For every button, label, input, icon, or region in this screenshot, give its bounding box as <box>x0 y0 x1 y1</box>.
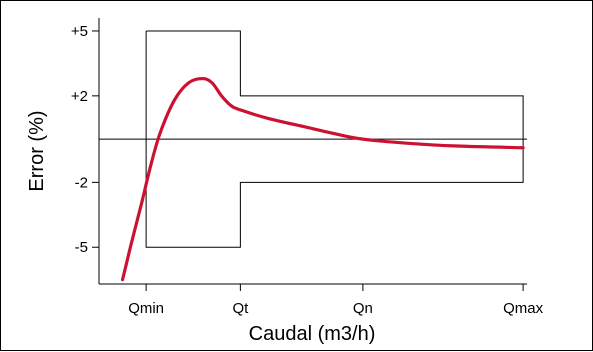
x-axis-title: Caudal (m3/h) <box>249 323 376 345</box>
x-tick-label: Qmin <box>128 300 164 317</box>
y-tick-label: -2 <box>75 174 88 191</box>
x-tick-label: Qn <box>353 300 373 317</box>
y-ticks-group: +5 +2 -2 -5 <box>71 23 99 256</box>
tolerance-envelope <box>145 30 524 248</box>
x-tick-label: Qt <box>232 300 249 317</box>
x-ticks-group: Qmin Qt Qn Qmax <box>128 284 544 317</box>
y-tick-label: +2 <box>71 88 88 105</box>
x-tick-label: Qmax <box>503 300 544 317</box>
y-tick-label: -5 <box>75 239 88 256</box>
error-curve-series <box>120 76 525 282</box>
y-axis-title: Error (%) <box>26 110 48 191</box>
y-tick-label: +5 <box>71 23 88 40</box>
